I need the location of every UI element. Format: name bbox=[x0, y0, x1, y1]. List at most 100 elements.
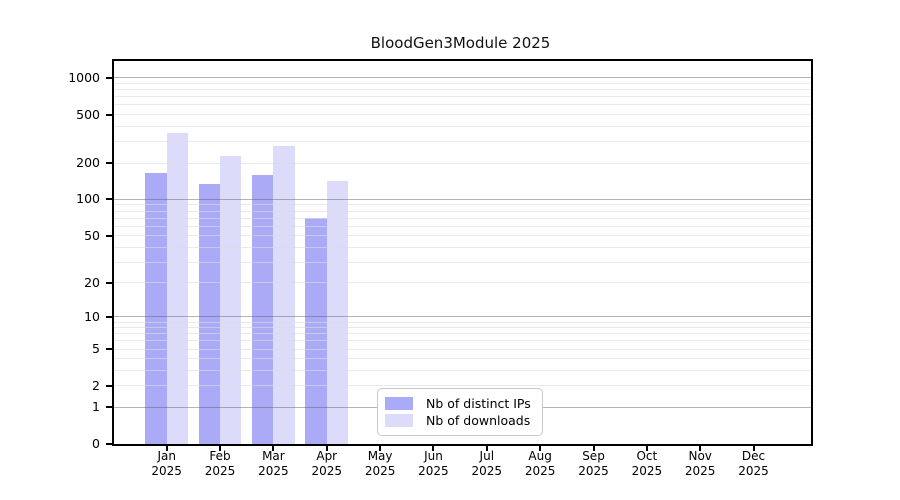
x-tick-label-nov-2025: Nov 2025 bbox=[670, 449, 730, 479]
y-tick-label-10: 10 bbox=[84, 308, 100, 324]
y-tick-mark bbox=[106, 76, 112, 79]
year-label: 2025 bbox=[684, 464, 716, 478]
year-label: 2025 bbox=[311, 464, 343, 478]
minor-gridline bbox=[114, 385, 811, 387]
month-label: Nov bbox=[688, 449, 712, 463]
y-tick-label-5: 5 bbox=[92, 341, 100, 357]
y-tick-mark bbox=[106, 348, 112, 351]
y-tick-mark bbox=[106, 234, 112, 237]
month-label: Apr bbox=[316, 449, 338, 463]
bar-nb-of-distinct-ips-mar-2025 bbox=[252, 174, 274, 444]
minor-gridline bbox=[114, 261, 811, 263]
y-tick-mark bbox=[106, 162, 112, 164]
bar-nb-of-downloads-feb-2025 bbox=[220, 155, 242, 444]
x-tick-mark bbox=[699, 446, 702, 451]
month-label: Aug bbox=[528, 449, 552, 463]
bar-nb-of-distinct-ips-feb-2025 bbox=[198, 184, 221, 444]
x-tick-mark bbox=[219, 446, 222, 451]
minor-gridline bbox=[114, 89, 811, 91]
minor-gridline bbox=[114, 96, 811, 98]
x-tick-label-feb-2025: Feb 2025 bbox=[190, 449, 250, 479]
legend-item-downloads: Nb of downloads bbox=[385, 413, 534, 428]
year-label: 2025 bbox=[204, 464, 236, 478]
month-label: Feb bbox=[209, 449, 231, 463]
minor-gridline bbox=[114, 141, 811, 143]
year-label: 2025 bbox=[418, 464, 449, 478]
legend: Nb of distinct IPs Nb of downloads bbox=[377, 388, 543, 436]
month-label: Mar bbox=[262, 449, 285, 463]
minor-gridline bbox=[114, 370, 811, 372]
legend-swatch-downloads bbox=[385, 414, 413, 427]
y-tick-label-1000: 1000 bbox=[68, 69, 100, 85]
x-tick-label-aug-2025: Aug 2025 bbox=[510, 449, 570, 479]
x-tick-label-may-2025: May 2025 bbox=[350, 449, 410, 479]
minor-gridline bbox=[114, 321, 811, 323]
year-label: 2025 bbox=[258, 464, 289, 478]
minor-gridline bbox=[114, 204, 811, 206]
plot-area bbox=[112, 59, 813, 446]
chart-title: BloodGen3Module 2025 bbox=[370, 34, 551, 52]
minor-gridline bbox=[114, 210, 811, 212]
month-label: Dec bbox=[741, 449, 766, 463]
y-tick-label-1: 1 bbox=[92, 399, 100, 415]
year-label: 2025 bbox=[631, 464, 663, 478]
x-tick-label-oct-2025: Oct 2025 bbox=[617, 449, 677, 479]
month-label: Sep bbox=[582, 449, 605, 463]
x-tick-label-jun-2025: Jun 2025 bbox=[403, 449, 463, 479]
x-tick-label-jul-2025: Jul 2025 bbox=[457, 449, 517, 479]
minor-gridline bbox=[114, 114, 811, 116]
x-tick-mark bbox=[272, 446, 275, 451]
y-tick-mark bbox=[106, 443, 112, 445]
year-label: 2025 bbox=[738, 464, 769, 478]
year-label: 2025 bbox=[578, 464, 609, 478]
x-tick-mark bbox=[539, 446, 542, 451]
minor-gridline bbox=[114, 333, 811, 335]
x-tick-label-sep-2025: Sep 2025 bbox=[564, 449, 624, 479]
y-tick-mark bbox=[106, 113, 112, 116]
x-tick-mark bbox=[432, 446, 435, 451]
major-gridline bbox=[114, 198, 811, 200]
minor-gridline bbox=[114, 217, 811, 219]
major-gridline bbox=[114, 316, 811, 318]
y-tick-mark bbox=[106, 384, 112, 387]
minor-gridline bbox=[114, 340, 811, 342]
month-label: Jul bbox=[479, 449, 495, 463]
x-tick-mark bbox=[379, 446, 382, 451]
y-tick-label-2: 2 bbox=[92, 377, 100, 393]
minor-gridline bbox=[114, 162, 811, 164]
legend-item-distinct-ips: Nb of distinct IPs bbox=[385, 396, 534, 411]
year-label: 2025 bbox=[364, 464, 396, 478]
year-label: 2025 bbox=[471, 464, 503, 478]
bar-nb-of-downloads-apr-2025 bbox=[326, 181, 349, 444]
month-label: May bbox=[367, 449, 393, 463]
x-tick-mark bbox=[165, 446, 168, 451]
x-tick-label-dec-2025: Dec 2025 bbox=[724, 449, 784, 479]
month-label: Jun bbox=[424, 449, 443, 463]
x-tick-mark bbox=[325, 446, 328, 451]
x-tick-label-mar-2025: Mar 2025 bbox=[243, 449, 303, 479]
y-tick-label-20: 20 bbox=[84, 274, 100, 290]
major-gridline bbox=[114, 77, 811, 79]
minor-gridline bbox=[114, 282, 811, 284]
legend-label-downloads: Nb of downloads bbox=[426, 413, 531, 428]
legend-label-distinct-ips: Nb of distinct IPs bbox=[426, 396, 531, 411]
y-tick-label-200: 200 bbox=[76, 155, 100, 170]
year-label: 2025 bbox=[524, 464, 556, 478]
minor-gridline bbox=[114, 225, 811, 227]
x-tick-mark bbox=[645, 446, 648, 451]
x-tick-mark bbox=[752, 446, 755, 451]
bar-nb-of-downloads-jan-2025 bbox=[166, 132, 188, 444]
x-tick-label-apr-2025: Apr 2025 bbox=[297, 449, 357, 479]
minor-gridline bbox=[114, 83, 811, 85]
minor-gridline bbox=[114, 327, 811, 329]
y-tick-label-100: 100 bbox=[76, 191, 100, 207]
y-tick-mark bbox=[106, 315, 112, 318]
month-label: Jan bbox=[157, 449, 176, 463]
bar-nb-of-downloads-mar-2025 bbox=[273, 145, 295, 444]
y-tick-mark bbox=[106, 281, 112, 284]
minor-gridline bbox=[114, 348, 811, 350]
bar-nb-of-distinct-ips-apr-2025 bbox=[305, 218, 327, 444]
year-label: 2025 bbox=[151, 464, 182, 478]
minor-gridline bbox=[114, 246, 811, 248]
